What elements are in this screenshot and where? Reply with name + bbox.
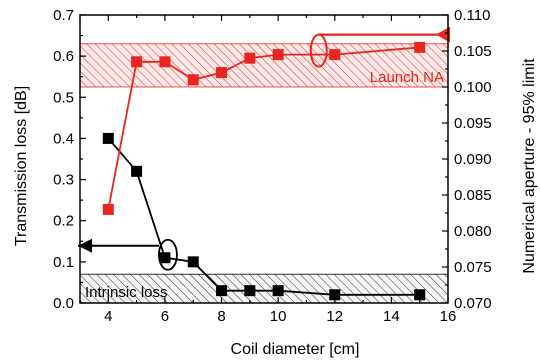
x-tick-label: 14: [383, 308, 400, 325]
x-tick-label: 16: [440, 308, 457, 325]
na-series-point: [329, 49, 341, 61]
x-tick-label: 4: [104, 308, 112, 325]
loss-series-line: [107, 137, 420, 296]
y-tick-label: 0.4: [53, 130, 74, 147]
annotations-layer: [78, 26, 450, 271]
loss-series-point: [272, 285, 284, 297]
y-tick-label: 0.2: [53, 213, 74, 230]
y2-axis-title: Numerical aperture - 95% limit: [521, 58, 538, 274]
intrinsic-loss-band: Intrinsic loss: [79, 273, 449, 304]
intrinsic-loss-band-hatch: [79, 273, 449, 304]
loss-series-point: [159, 252, 171, 264]
launch-na-band-label: Launch NA: [370, 69, 444, 86]
intrinsic-loss-band-label: Intrinsic loss: [85, 284, 168, 301]
na-series-point: [216, 67, 228, 79]
loss-callout-arrow-head: [78, 238, 92, 253]
na-series: [102, 41, 426, 215]
na-callout-arrow-head: [436, 26, 450, 43]
y2-tick-label: 0.105: [454, 43, 492, 60]
x-tick-label: 6: [161, 308, 169, 325]
y2-tick-label: 0.110: [454, 7, 490, 24]
loss-series-point: [329, 289, 341, 301]
loss-series-point: [216, 285, 228, 297]
loss-series-point: [131, 165, 143, 177]
series-layer: [102, 41, 426, 301]
y2-tick-label: 0.100: [454, 79, 492, 96]
y2-tick-label: 0.095: [454, 115, 492, 132]
na-series-point: [272, 49, 284, 61]
y-tick-label: 0.5: [53, 89, 74, 106]
y2-tick-label: 0.085: [454, 187, 492, 204]
y-tick-label: 0.1: [53, 254, 74, 271]
na-series-point: [102, 203, 114, 215]
y-tick-label: 0.3: [53, 172, 74, 189]
y2-tick-label: 0.090: [454, 151, 492, 168]
y-tick-label: 0.7: [53, 7, 74, 24]
x-axis-title: Coil diameter [cm]: [231, 341, 360, 358]
y-tick-label: 0.6: [53, 48, 74, 65]
loss-series-point: [244, 285, 256, 297]
x-tick-label: 12: [326, 308, 343, 325]
loss-series: [102, 132, 426, 301]
na-series-point: [414, 41, 426, 53]
loss-callout-ellipse: [158, 238, 178, 271]
y-tick-label: 0.0: [53, 295, 74, 312]
axes-layer: 4 6 8 10 12 14 16 0.0 0.1 0.2 0.3 0.4 0.5 0.6 0.7 0.070…: [53, 7, 491, 325]
loss-series-point: [414, 289, 426, 301]
y2-tick-label: 0.075: [454, 259, 492, 276]
y2-tick-label: 0.070: [454, 295, 492, 312]
loss-series-point: [187, 256, 199, 268]
loss-series-point: [102, 132, 114, 144]
x-tick-label: 8: [217, 308, 225, 325]
na-series-point: [187, 74, 199, 86]
na-series-point: [244, 52, 256, 64]
na-series-point: [159, 56, 171, 68]
y2-tick-label: 0.080: [454, 223, 492, 240]
na-series-point: [131, 56, 143, 68]
y-axis-title: Transmission loss [dB]: [13, 86, 30, 246]
x-tick-label: 10: [270, 308, 287, 325]
